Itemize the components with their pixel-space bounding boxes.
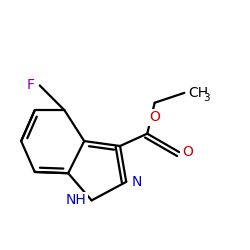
Text: O: O xyxy=(182,145,193,159)
Text: N: N xyxy=(131,175,141,189)
Text: NH: NH xyxy=(66,194,87,207)
Text: F: F xyxy=(27,78,35,92)
Text: CH: CH xyxy=(188,86,208,100)
Text: O: O xyxy=(149,110,160,124)
Text: 3: 3 xyxy=(203,93,210,103)
